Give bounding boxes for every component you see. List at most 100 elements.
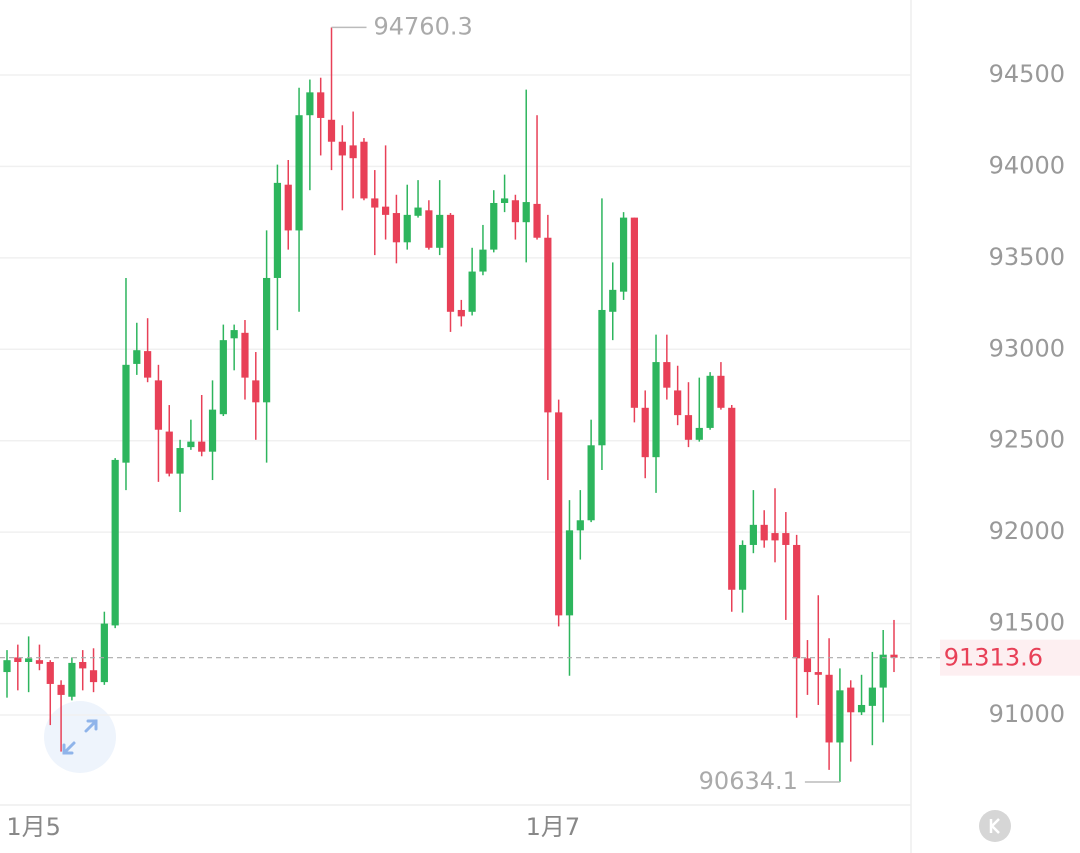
candle-body — [57, 684, 65, 695]
candle-body — [425, 210, 433, 248]
candle-body — [25, 658, 33, 662]
candle-body — [760, 524, 768, 541]
candle-body — [847, 687, 855, 713]
candle-body — [360, 141, 368, 199]
candle-body — [403, 214, 411, 243]
candle-body — [436, 214, 444, 248]
candle-body — [522, 202, 530, 223]
candle-body — [468, 271, 476, 312]
candle-body — [728, 407, 736, 590]
candle-body — [738, 544, 747, 590]
candle-body — [674, 390, 682, 416]
y-tick-label: 91500 — [989, 609, 1065, 637]
candle-body — [609, 289, 617, 312]
candle-body — [144, 351, 152, 378]
candle-body — [511, 200, 520, 223]
candle-body — [79, 661, 87, 669]
last-price-label: 91313.6 — [944, 644, 1043, 672]
candle-body — [490, 202, 498, 250]
candle-body — [857, 704, 866, 713]
candle-body — [446, 214, 455, 312]
candle-body — [555, 412, 563, 616]
y-tick-label: 93000 — [989, 334, 1065, 362]
candle-body — [381, 206, 390, 215]
candle-body — [836, 690, 844, 743]
candle-body — [317, 92, 325, 118]
candle-body — [133, 350, 141, 364]
candle-body — [879, 654, 887, 688]
candle-body — [803, 658, 812, 673]
candle-body — [371, 198, 379, 208]
candle-body — [176, 448, 184, 474]
candle-body — [273, 182, 282, 278]
candle-body — [154, 380, 163, 430]
candle-body — [14, 657, 22, 662]
candle-body — [663, 362, 671, 388]
y-tick-label: 93500 — [989, 243, 1065, 271]
candle-body — [349, 145, 357, 159]
y-tick-label: 92500 — [989, 426, 1065, 454]
candle-body — [100, 623, 108, 683]
candle-body — [68, 662, 76, 697]
candle-body — [652, 362, 660, 458]
x-tick-label: 1月7 — [526, 813, 581, 841]
candle-body — [598, 309, 606, 446]
candle-body — [500, 198, 509, 203]
expand-button[interactable] — [44, 701, 116, 773]
candle-body — [284, 184, 292, 231]
candle-body — [630, 217, 638, 408]
candle-body — [717, 375, 725, 408]
y-tick-label: 94000 — [989, 151, 1065, 179]
candle-body — [457, 309, 465, 317]
x-tick-label: 1月5 — [6, 813, 61, 841]
candle-body — [306, 92, 314, 116]
candle-body — [479, 249, 487, 272]
candle-body — [198, 441, 206, 452]
candle-body — [111, 459, 119, 626]
y-tick-label: 94500 — [989, 60, 1065, 88]
candle-body — [338, 141, 346, 156]
candle-body — [771, 533, 779, 541]
candle-body — [706, 375, 714, 428]
candle-body — [3, 660, 11, 673]
candle-body — [868, 687, 876, 706]
candle-body — [825, 674, 833, 743]
candle-body — [641, 407, 649, 458]
candle-body — [684, 415, 693, 440]
candle-body — [565, 530, 574, 616]
candle-body — [187, 441, 195, 448]
last-price-box — [940, 639, 1080, 676]
expand-icon — [62, 719, 98, 755]
y-tick-label: 91000 — [989, 700, 1065, 728]
candle-body — [576, 520, 584, 531]
min-label: 90634.1 — [699, 767, 798, 795]
candle-body — [208, 409, 217, 452]
k-button[interactable] — [979, 810, 1011, 842]
candle-body — [252, 380, 260, 403]
k-icon — [989, 818, 1000, 834]
candle-body — [327, 119, 336, 142]
candle-body — [619, 217, 628, 292]
candle-body — [46, 661, 54, 684]
candle-body — [782, 533, 790, 545]
candle-body — [814, 672, 822, 675]
candle-body — [219, 340, 227, 415]
candle-body — [122, 364, 130, 463]
candle-body — [414, 207, 422, 216]
candle-body — [35, 660, 44, 664]
candle-body — [749, 524, 757, 545]
y-tick-label: 92000 — [989, 517, 1065, 545]
candle-body — [230, 330, 238, 339]
candle-body — [587, 445, 595, 521]
candle-body — [793, 544, 801, 659]
candle-body — [890, 654, 898, 658]
candle-body — [544, 237, 552, 413]
candle-body — [165, 431, 173, 474]
candle-body — [695, 427, 703, 440]
candle-body — [89, 670, 98, 683]
candle-body — [295, 115, 303, 231]
max-label: 94760.3 — [374, 12, 473, 40]
candle-body — [263, 277, 271, 403]
candle-body — [241, 332, 249, 378]
